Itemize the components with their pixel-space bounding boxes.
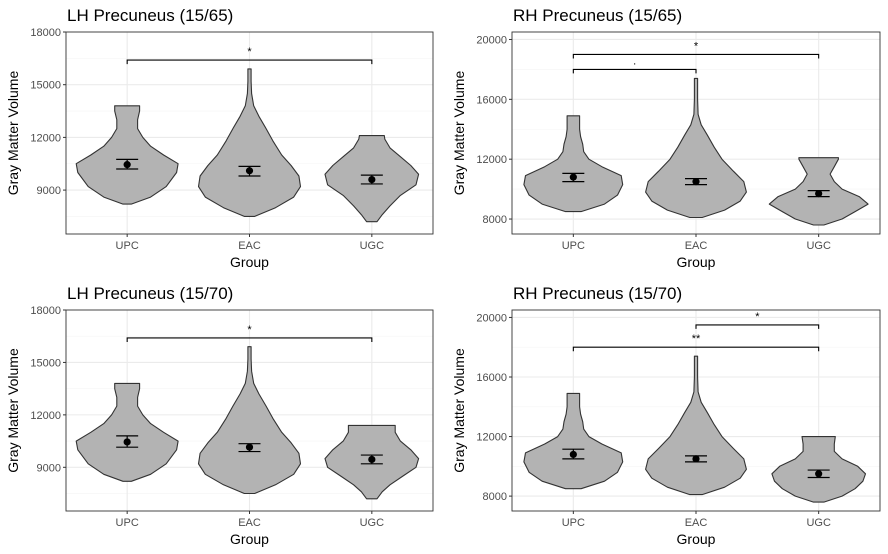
x-tick-label: EAC <box>238 240 261 252</box>
x-tick-label: EAC <box>685 517 708 529</box>
y-tick-label: 15000 <box>30 80 61 92</box>
violin-eac <box>645 77 747 219</box>
chart-panel: * 9000 12000 15000 18000 UPC EAC UGC LH Precuneu… <box>5 6 434 270</box>
chart-title: RH Precuneus (15/70) <box>513 284 682 303</box>
x-tick-label: UGC <box>360 240 385 252</box>
x-tick-label: UPC <box>116 240 139 252</box>
mean-point <box>368 455 376 464</box>
y-tick-label: 12000 <box>476 432 507 444</box>
significance-bracket <box>572 346 820 352</box>
y-tick-label: 15000 <box>30 357 61 369</box>
significance-bracket <box>572 68 697 74</box>
x-tick-label: UPC <box>562 517 585 529</box>
chart-title: LH Precuneus (15/65) <box>67 6 233 25</box>
violin-ugc <box>771 436 867 503</box>
y-axis-title: Gray Matter Volume <box>451 71 467 196</box>
mean-point <box>692 178 700 186</box>
x-tick-label: EAC <box>238 517 261 529</box>
significance-label: * <box>694 40 699 52</box>
x-tick-label: UGC <box>360 517 385 529</box>
significance-label: * <box>755 311 760 323</box>
violin-eac <box>197 346 302 495</box>
significance-bracket <box>695 324 820 329</box>
chart-title: LH Precuneus (15/70) <box>67 284 233 303</box>
x-axis-title: Group <box>230 531 269 547</box>
y-tick-label: 12000 <box>30 132 61 144</box>
mean-point <box>368 175 376 184</box>
y-axis-title: Gray Matter Volume <box>451 348 467 473</box>
y-tick-label: 12000 <box>30 410 61 422</box>
y-tick-label: 16000 <box>476 94 507 106</box>
y-tick-label: 18000 <box>30 27 61 39</box>
y-tick-label: 18000 <box>30 305 61 317</box>
mean-point <box>815 470 823 478</box>
violin-upc <box>75 105 179 205</box>
significance-label: . <box>633 55 636 67</box>
violin-upc <box>523 392 624 490</box>
mean-point <box>245 167 254 175</box>
x-axis-title: Group <box>677 531 716 547</box>
violin-upc <box>75 382 179 482</box>
y-tick-label: 9000 <box>37 185 61 197</box>
x-tick-label: UPC <box>562 240 585 252</box>
y-tick-label: 16000 <box>476 372 507 384</box>
violin-upc <box>523 115 624 213</box>
x-tick-label: EAC <box>685 240 708 252</box>
y-axis-title: Gray Matter Volume <box>5 71 21 196</box>
violin-eac <box>197 68 302 217</box>
mean-point <box>569 173 577 181</box>
significance-label: * <box>247 324 252 336</box>
y-axis-title: Gray Matter Volume <box>5 348 21 473</box>
significance-label: ** <box>692 333 701 345</box>
significance-bracket <box>126 337 373 342</box>
violin-eac <box>645 355 747 496</box>
x-axis-title: Group <box>677 254 716 270</box>
mean-point <box>569 450 577 459</box>
mean-point <box>245 443 254 451</box>
y-tick-label: 9000 <box>37 462 61 474</box>
y-tick-label: 12000 <box>476 154 507 166</box>
significance-label: * <box>247 46 252 58</box>
chart-panel: * 9000 12000 15000 18000 UPC EAC UGC LH Precuneu… <box>5 284 434 547</box>
significance-bracket <box>126 59 373 65</box>
x-tick-label: UGC <box>806 517 831 529</box>
significance-bracket <box>572 53 820 59</box>
y-tick-label: 8000 <box>483 491 507 503</box>
x-axis-title: Group <box>230 254 269 270</box>
mean-point <box>123 438 131 446</box>
x-tick-label: UPC <box>116 517 139 529</box>
y-tick-label: 20000 <box>476 312 507 324</box>
y-tick-label: 20000 <box>476 34 507 46</box>
chart-title: RH Precuneus (15/65) <box>513 6 682 25</box>
mean-point <box>692 455 700 463</box>
mean-point <box>815 190 823 198</box>
mean-point <box>123 161 131 169</box>
chart-panel: *. 8000 12000 16000 20000 UPC EAC UGC RH Precune… <box>451 6 881 270</box>
y-tick-label: 8000 <box>483 214 507 226</box>
x-tick-label: UGC <box>806 240 831 252</box>
